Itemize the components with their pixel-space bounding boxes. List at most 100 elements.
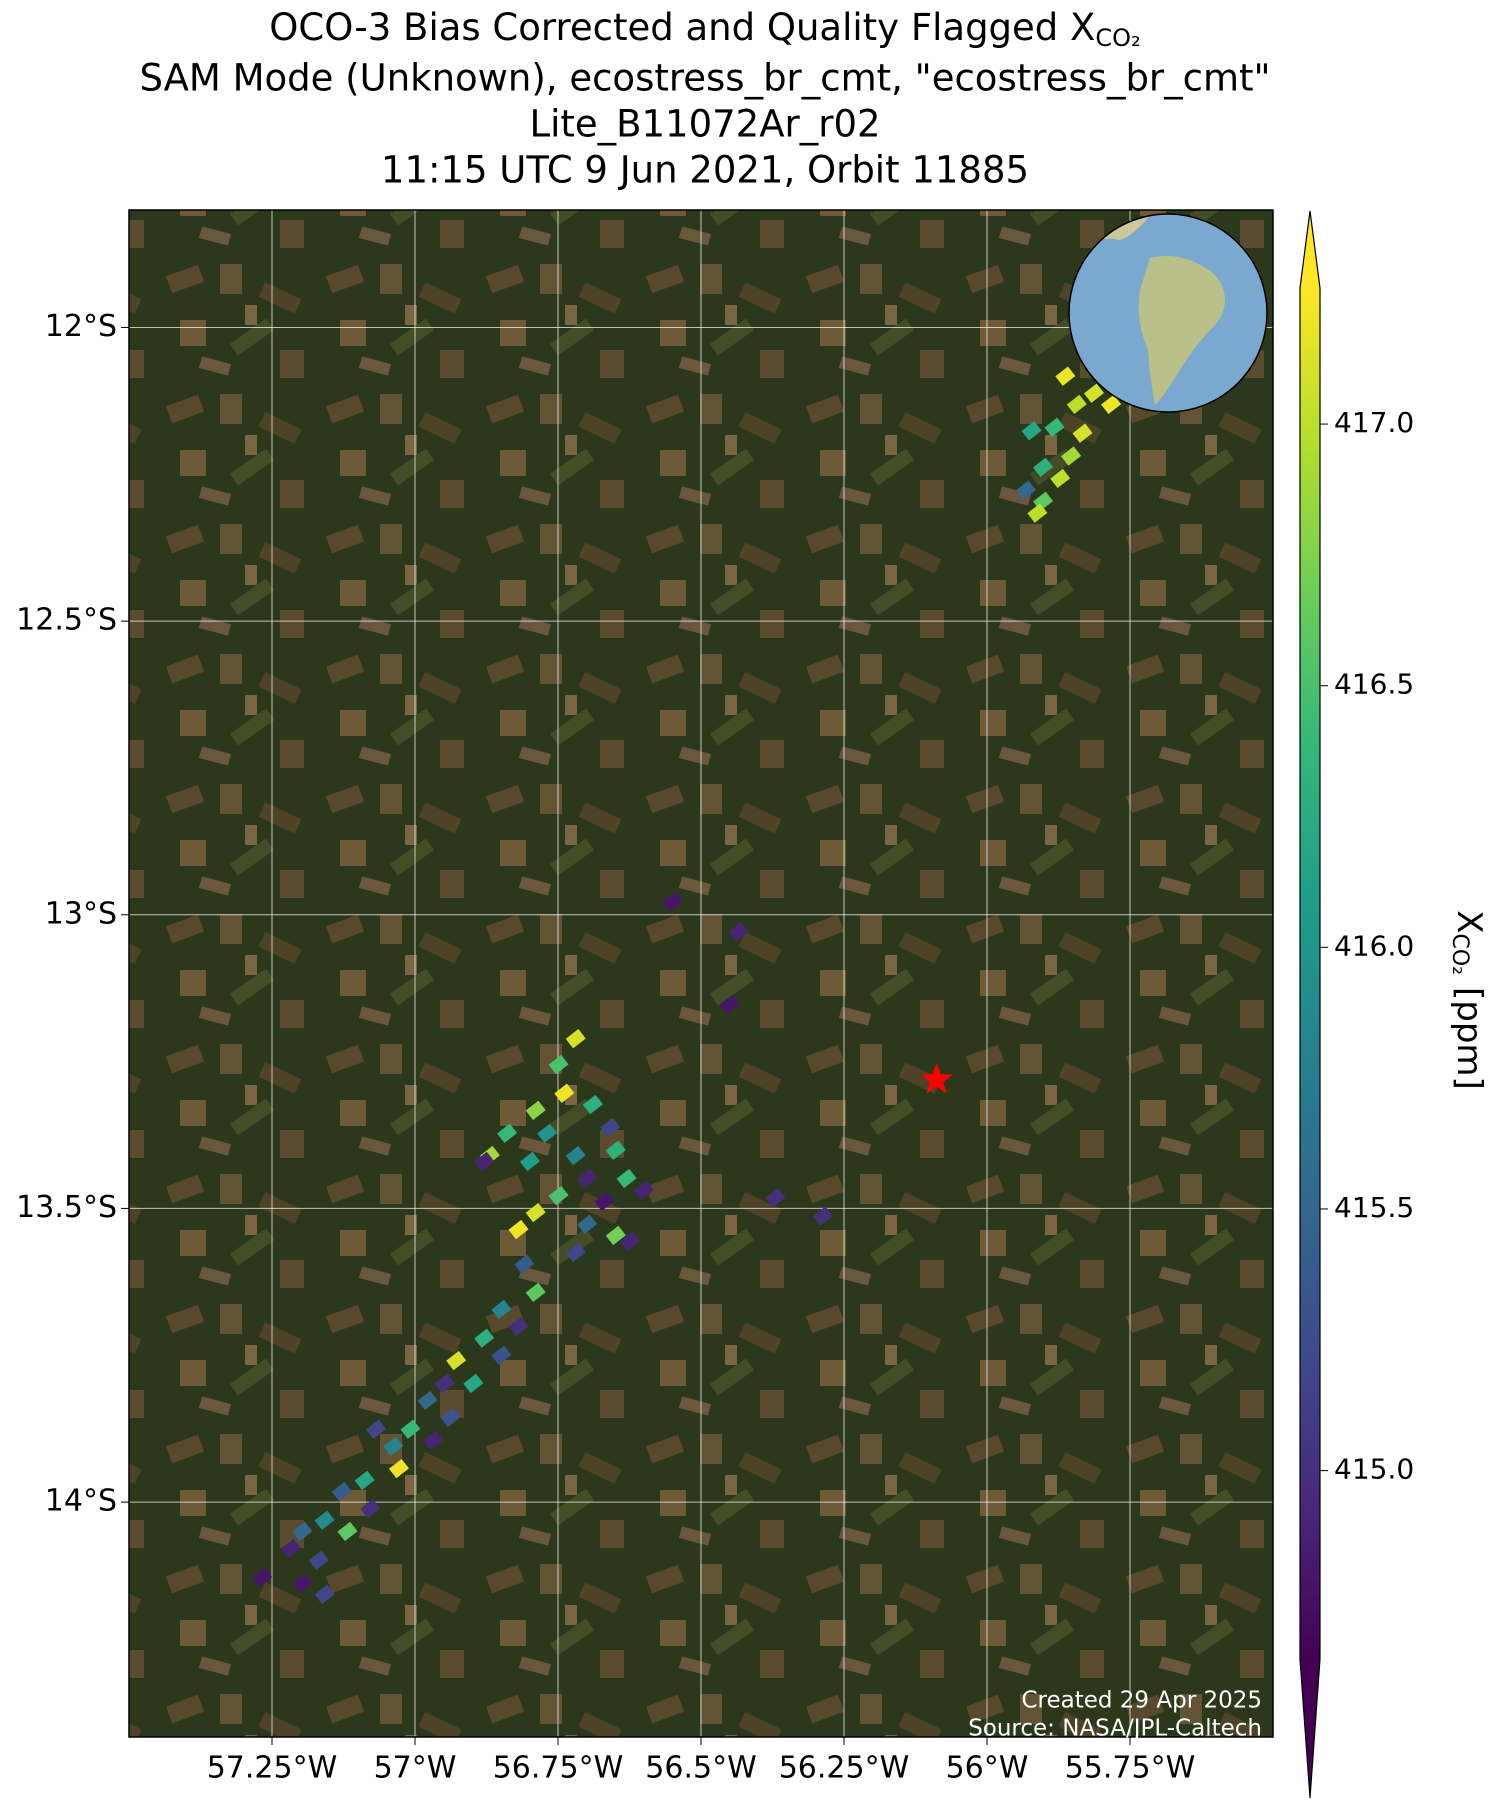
- x-tick-label: 57.25°W: [207, 1751, 338, 1786]
- title-text: OCO-3 Bias Corrected and Quality Flagged…: [269, 6, 1095, 49]
- target-marker: [920, 1062, 953, 1094]
- footprint: [616, 1168, 637, 1189]
- footprint: [446, 1350, 467, 1371]
- footprint: [525, 1202, 546, 1223]
- footprint: [314, 1510, 335, 1530]
- footprint: [292, 1573, 313, 1593]
- footprint: [463, 1373, 484, 1394]
- colorbar-label-units: [ppm]: [1450, 987, 1490, 1090]
- footprint: [280, 1538, 301, 1559]
- footprint: [565, 1145, 586, 1166]
- footprint: [605, 1140, 626, 1160]
- footprint: [474, 1328, 495, 1348]
- footprint: [388, 1458, 409, 1479]
- footprint: [662, 892, 683, 912]
- colorbar-label-subscript: CO₂: [1447, 933, 1472, 975]
- footprint: [1033, 457, 1054, 477]
- footprint: [1083, 383, 1104, 403]
- footprint: [1050, 468, 1071, 489]
- x-tick-label: 56.75°W: [493, 1751, 624, 1786]
- annotation: Created 29 Apr 2025: [1021, 1688, 1262, 1714]
- footprint: [728, 922, 749, 942]
- footprint: [1072, 423, 1093, 443]
- colorbar-label: XCO₂ [ppm]: [1447, 910, 1490, 1090]
- footprint: [508, 1316, 529, 1337]
- footprint: [292, 1521, 313, 1542]
- footprint: [548, 1185, 569, 1206]
- footprint: [565, 1029, 586, 1049]
- title-line: 11:15 UTC 9 Jun 2021, Orbit 11885: [381, 149, 1029, 192]
- footprint: [565, 1242, 586, 1263]
- colorbar: 415.0 415.5 416.0 416.5 417.0: [1299, 210, 1414, 1799]
- footprint: [331, 1481, 352, 1502]
- footprint: [1027, 503, 1048, 523]
- footprint: [497, 1123, 518, 1143]
- y-tick-label: 12.5°S: [16, 603, 117, 638]
- footprint: [812, 1206, 833, 1226]
- y-tick-label: 14°S: [45, 1484, 117, 1519]
- footprint: [434, 1373, 455, 1394]
- footprint: [1061, 446, 1082, 466]
- footprint: [491, 1299, 512, 1320]
- footprint: [252, 1567, 273, 1587]
- footprint: [423, 1430, 444, 1451]
- footprint: [548, 1054, 569, 1075]
- footprint: [765, 1188, 786, 1208]
- colorbar-outline: [1299, 210, 1321, 1799]
- x-tick-label: 55.75°W: [1065, 1751, 1196, 1786]
- footprint: [1021, 421, 1042, 441]
- footprint: [1055, 366, 1076, 386]
- x-tick-label: 56°W: [946, 1751, 1029, 1786]
- title-line: Lite_B11072Ar_r02: [529, 103, 880, 146]
- colorbar-label-symbol: X: [1450, 910, 1490, 933]
- footprint: [1044, 417, 1065, 437]
- footprint: [633, 1180, 654, 1200]
- footprint: [400, 1419, 421, 1439]
- footprint: [1101, 394, 1122, 415]
- footprint: [525, 1100, 546, 1120]
- footprint: [1066, 394, 1087, 415]
- colorbar-extend-top: [1300, 211, 1320, 288]
- y-tick-label: 13°S: [45, 896, 117, 931]
- footprint: [1015, 480, 1036, 500]
- footprint: [605, 1225, 626, 1246]
- globe-inset: [1068, 213, 1268, 413]
- colorbar-tick-label: 416.0: [1334, 929, 1414, 962]
- y-tick-label: 13.5°S: [16, 1190, 117, 1225]
- colorbar-tick-label: 417.0: [1334, 406, 1414, 439]
- footprint: [519, 1151, 540, 1172]
- globe-outline: [1068, 213, 1268, 413]
- colorbar-tick-label: 415.0: [1334, 1453, 1414, 1486]
- footprint: [582, 1094, 603, 1115]
- footprint: [514, 1254, 535, 1274]
- footprint: [577, 1168, 598, 1189]
- footprint: [620, 1231, 641, 1251]
- x-tick-label: 56.25°W: [779, 1751, 910, 1786]
- footprint: [360, 1498, 381, 1519]
- footprint: [594, 1191, 615, 1212]
- footprint: [308, 1550, 329, 1570]
- footprint: [537, 1123, 558, 1143]
- footprint: [474, 1151, 495, 1172]
- footprint: [577, 1214, 598, 1234]
- footprint: [600, 1117, 621, 1138]
- title-line: SAM Mode (Unknown), ecostress_br_cmt, "e…: [139, 57, 1270, 100]
- x-tick-label: 57°W: [374, 1751, 457, 1786]
- title: OCO-3 Bias Corrected and Quality Flagged…: [139, 6, 1270, 192]
- footprint: [554, 1083, 575, 1103]
- footprint: [383, 1436, 404, 1456]
- footprint: [337, 1521, 358, 1542]
- title-subscript: CO₂: [1095, 24, 1140, 52]
- footprint: [508, 1219, 529, 1240]
- title-line: OCO-3 Bias Corrected and Quality Flagged…: [269, 6, 1140, 53]
- footprint: [440, 1407, 461, 1428]
- colorbar-tick-label: 416.5: [1334, 668, 1414, 701]
- footprint: [525, 1282, 546, 1303]
- footprint: [314, 1584, 335, 1604]
- annotation: Source: NASA/JPL-Caltech: [968, 1716, 1262, 1742]
- footprints: [252, 366, 1122, 1604]
- colorbar-extend-bottom: [1300, 1659, 1320, 1798]
- colorbar-body: [1300, 288, 1320, 1659]
